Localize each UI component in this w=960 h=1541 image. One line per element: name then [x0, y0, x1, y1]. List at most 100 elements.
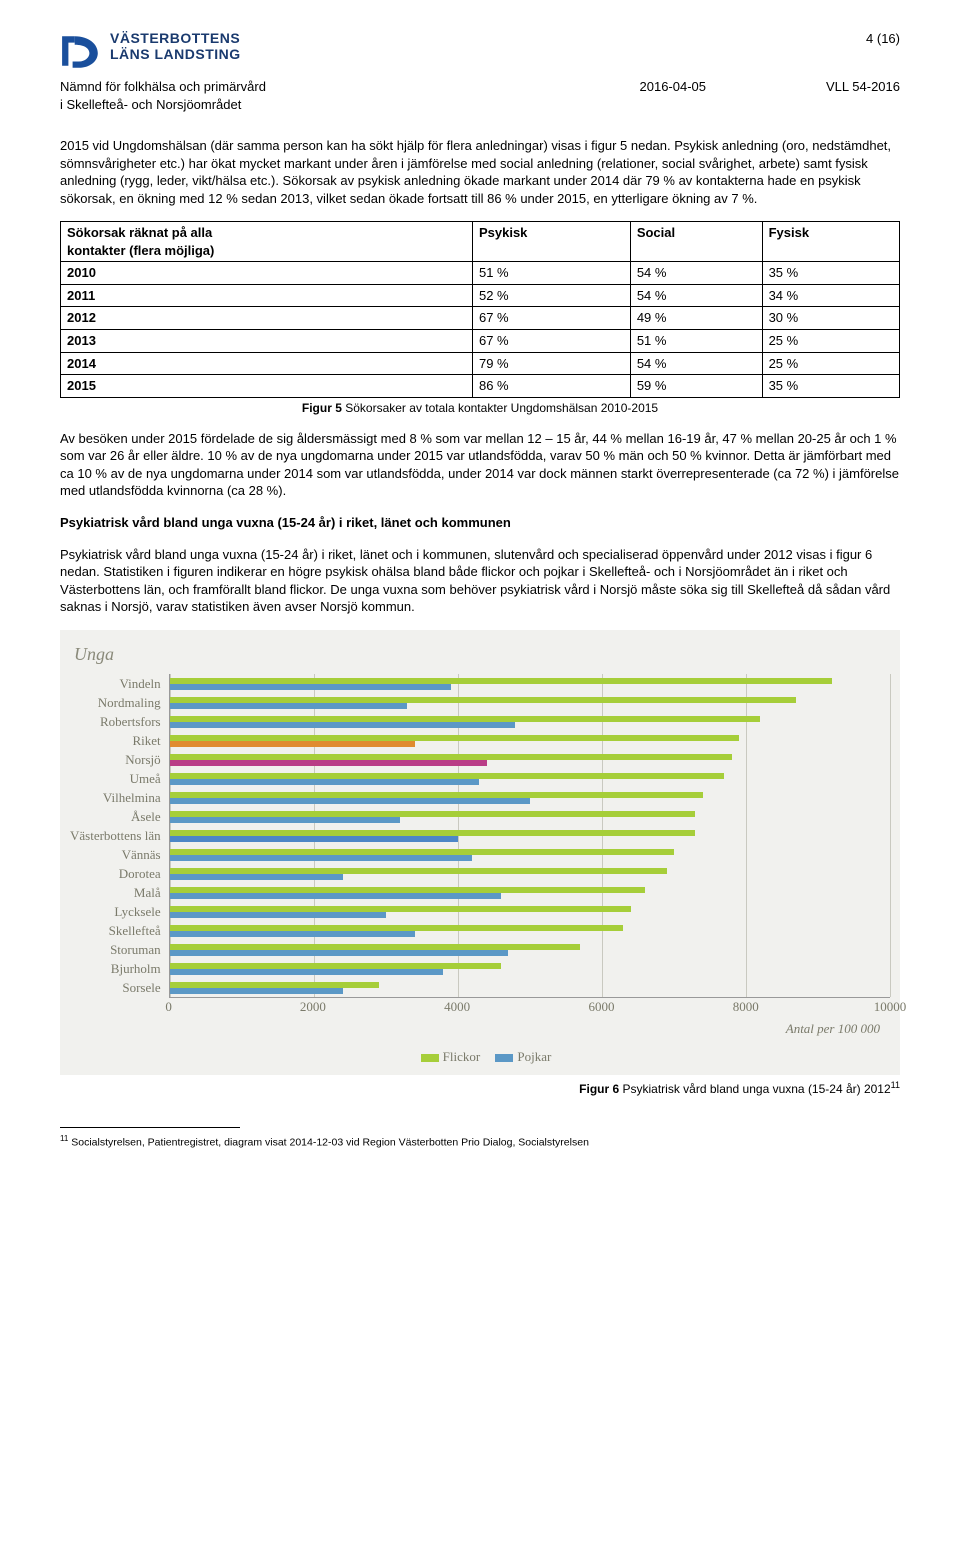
figure-5-caption: Figur 5 Sökorsaker av totala kontakter U…: [60, 400, 900, 416]
table-cell: 54 %: [630, 262, 762, 285]
paragraph-3: Psykiatrisk vård bland unga vuxna (15-24…: [60, 546, 900, 616]
table-cell: 86 %: [472, 375, 630, 398]
org-name-line2: LÄNS LANDSTING: [110, 46, 241, 62]
chart-legend: Flickor Pojkar: [70, 1048, 890, 1066]
bar-pojkar: [170, 874, 343, 880]
chart-bar-row: [170, 807, 890, 826]
table-cell: 67 %: [472, 307, 630, 330]
table-cell: 2010: [61, 262, 473, 285]
chart-category-label: Robertsfors: [70, 712, 161, 731]
chart-category-label: Malå: [70, 883, 161, 902]
chart-category-label: Åsele: [70, 807, 161, 826]
table-cell: 2013: [61, 330, 473, 353]
table-cell: 34 %: [762, 284, 899, 307]
chart-bar-row: [170, 769, 890, 788]
bar-pojkar: [170, 684, 451, 690]
chart-x-tick: 0: [165, 998, 172, 1016]
chart-category-label: Vännäs: [70, 845, 161, 864]
document-date: 2016-04-05: [640, 78, 707, 113]
chart-bar-row: [170, 921, 890, 940]
footnote-separator: [60, 1127, 240, 1128]
table-header-fysisk: Fysisk: [762, 222, 899, 262]
table-cell: 25 %: [762, 352, 899, 375]
table-cell: 59 %: [630, 375, 762, 398]
table-cell: 30 %: [762, 307, 899, 330]
chart-bar-row: [170, 864, 890, 883]
chart-x-tick: 6000: [588, 998, 614, 1016]
legend-swatch-flickor: [421, 1054, 439, 1062]
bar-pojkar: [170, 760, 487, 766]
table-header-social: Social: [630, 222, 762, 262]
paragraph-2: Av besöken under 2015 fördelade de sig å…: [60, 430, 900, 500]
table-cell: 2011: [61, 284, 473, 307]
chart-x-tick: 8000: [733, 998, 759, 1016]
chart-category-label: Norsjö: [70, 750, 161, 769]
bar-pojkar: [170, 931, 415, 937]
chart-bar-row: [170, 845, 890, 864]
chart-category-label: Västerbottens län: [70, 826, 161, 845]
chart-bar-row: [170, 883, 890, 902]
sokorsak-table: Sökorsak räknat på alla kontakter (flera…: [60, 221, 900, 397]
chart-bar-row: [170, 902, 890, 921]
chart-bar-row: [170, 959, 890, 978]
chart-category-label: Nordmaling: [70, 693, 161, 712]
chart-bar-row: [170, 674, 890, 693]
table-row: 201051 %54 %35 %: [61, 262, 900, 285]
landsting-logo-icon: [60, 30, 102, 72]
table-row: 201152 %54 %34 %: [61, 284, 900, 307]
bar-pojkar: [170, 798, 530, 804]
chart-plot-area: [169, 674, 890, 998]
section-heading: Psykiatrisk vård bland unga vuxna (15-24…: [60, 514, 900, 532]
chart-bar-row: [170, 693, 890, 712]
table-cell: 49 %: [630, 307, 762, 330]
chart-category-label: Bjurholm: [70, 959, 161, 978]
chart-bar-row: [170, 750, 890, 769]
figure-6-caption: Figur 6 Psykiatrisk vård bland unga vuxn…: [60, 1079, 900, 1097]
document-ref: VLL 54-2016: [826, 78, 900, 113]
bar-pojkar: [170, 741, 415, 747]
footnote: 11 Socialstyrelsen, Patientregistret, di…: [60, 1134, 900, 1150]
chart-bar-row: [170, 940, 890, 959]
page-header: VÄSTERBOTTENS LÄNS LANDSTING 4 (16): [60, 30, 900, 72]
table-cell: 51 %: [630, 330, 762, 353]
committee-name: Nämnd för folkhälsa och primärvård i Ske…: [60, 78, 266, 113]
bar-pojkar: [170, 893, 501, 899]
bar-pojkar: [170, 836, 458, 842]
table-cell: 2015: [61, 375, 473, 398]
table-cell: 51 %: [472, 262, 630, 285]
chart-category-label: Vilhelmina: [70, 788, 161, 807]
figure-6-chart: Unga VindelnNordmalingRobertsforsRiketNo…: [60, 630, 900, 1075]
table-header-psykisk: Psykisk: [472, 222, 630, 262]
table-row: 201586 %59 %35 %: [61, 375, 900, 398]
bar-pojkar: [170, 969, 444, 975]
chart-bar-row: [170, 788, 890, 807]
legend-swatch-pojkar: [495, 1054, 513, 1062]
chart-x-ticks: 0200040006000800010000: [169, 998, 890, 1016]
chart-y-labels: VindelnNordmalingRobertsforsRiketNorsjöU…: [70, 674, 169, 1016]
bar-pojkar: [170, 779, 480, 785]
bar-pojkar: [170, 722, 516, 728]
bar-pojkar: [170, 912, 386, 918]
chart-category-label: Riket: [70, 731, 161, 750]
table-cell: 54 %: [630, 352, 762, 375]
chart-category-label: Lycksele: [70, 902, 161, 921]
table-cell: 79 %: [472, 352, 630, 375]
bar-pojkar: [170, 988, 343, 994]
table-cell: 54 %: [630, 284, 762, 307]
chart-category-label: Skellefteå: [70, 921, 161, 940]
page-number: 4 (16): [866, 30, 900, 48]
table-cell: 35 %: [762, 262, 899, 285]
paragraph-1: 2015 vid Ungdomshälsan (där samma person…: [60, 137, 900, 207]
table-row: 201267 %49 %30 %: [61, 307, 900, 330]
bar-pojkar: [170, 703, 408, 709]
chart-x-tick: 10000: [874, 998, 907, 1016]
table-cell: 35 %: [762, 375, 899, 398]
chart-category-label: Sorsele: [70, 978, 161, 997]
chart-category-label: Dorotea: [70, 864, 161, 883]
chart-bar-row: [170, 731, 890, 750]
bar-pojkar: [170, 855, 473, 861]
table-cell: 2012: [61, 307, 473, 330]
chart-category-label: Storuman: [70, 940, 161, 959]
chart-x-axis-label: Antal per 100 000: [70, 1020, 890, 1038]
org-logo: VÄSTERBOTTENS LÄNS LANDSTING: [60, 30, 241, 72]
